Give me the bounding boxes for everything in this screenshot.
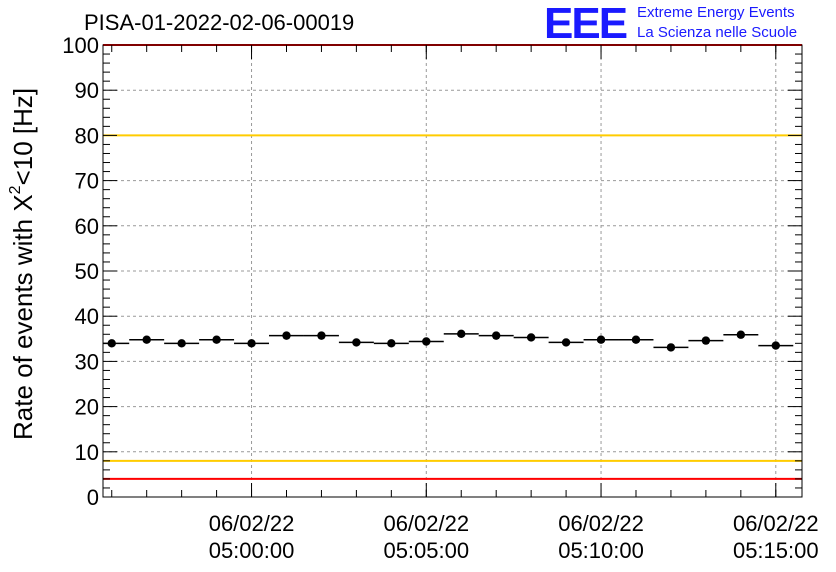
x-tick-label-date: 06/02/22 [209, 511, 295, 536]
data-point [561, 338, 571, 347]
data-point [107, 339, 116, 348]
y-axis-label: Rate of events with X2<10 [Hz] [7, 88, 38, 440]
y-axis-label-sup: 2 [7, 185, 24, 194]
axes: 010203040506070809010006/02/2205:00:0006… [62, 33, 818, 563]
grid [103, 45, 802, 497]
y-tick-label: 20 [75, 395, 99, 420]
x-tick-label-date: 06/02/22 [558, 511, 644, 536]
y-axis-label-prefix: Rate of events with [8, 212, 38, 440]
logo-line-1: Extreme Energy Events [637, 4, 795, 21]
data-point [177, 339, 186, 348]
data-point [701, 336, 711, 345]
data-point [491, 331, 501, 340]
y-tick-label: 0 [87, 485, 99, 510]
data-point [736, 330, 746, 339]
data-point [212, 335, 221, 344]
x-tick-label-date: 06/02/22 [733, 511, 819, 536]
x-tick-label-time: 05:15:00 [733, 538, 819, 563]
x-tick-label-date: 06/02/22 [383, 511, 469, 536]
y-axis-label-suffix: <10 [Hz] [8, 88, 38, 186]
x-tick-label-time: 05:00:00 [209, 538, 295, 563]
x-tick-label-time: 05:05:00 [383, 538, 469, 563]
y-tick-label: 40 [75, 304, 99, 329]
data-point [771, 341, 780, 350]
chart-title: PISA-01-2022-02-06-00019 [84, 10, 355, 35]
x-tick-label-time: 05:10:00 [558, 538, 644, 563]
y-tick-label: 90 [75, 78, 99, 103]
y-tick-label: 30 [75, 349, 99, 374]
data-point [247, 339, 256, 348]
eee-logo: EEE [544, 0, 628, 48]
y-tick-label: 50 [75, 259, 99, 284]
logo-line-2: La Scienza nelle Scuole [637, 24, 798, 41]
data-point [596, 335, 606, 344]
data-point [352, 338, 361, 347]
data-point [422, 337, 431, 346]
y-axis-label-chi: X [8, 194, 38, 211]
y-tick-label: 80 [75, 123, 99, 148]
reference-lines [103, 44, 802, 480]
data-point [317, 331, 326, 340]
data-point [666, 343, 676, 352]
y-tick-label: 100 [62, 33, 99, 58]
y-tick-label: 70 [75, 169, 99, 194]
data-point [387, 339, 396, 348]
data-point [631, 335, 641, 344]
data-points [103, 329, 794, 352]
data-point [526, 333, 536, 342]
data-point [457, 329, 466, 339]
data-point [282, 331, 291, 340]
y-tick-label: 10 [75, 440, 99, 465]
y-tick-label: 60 [75, 214, 99, 239]
data-point [142, 335, 151, 344]
